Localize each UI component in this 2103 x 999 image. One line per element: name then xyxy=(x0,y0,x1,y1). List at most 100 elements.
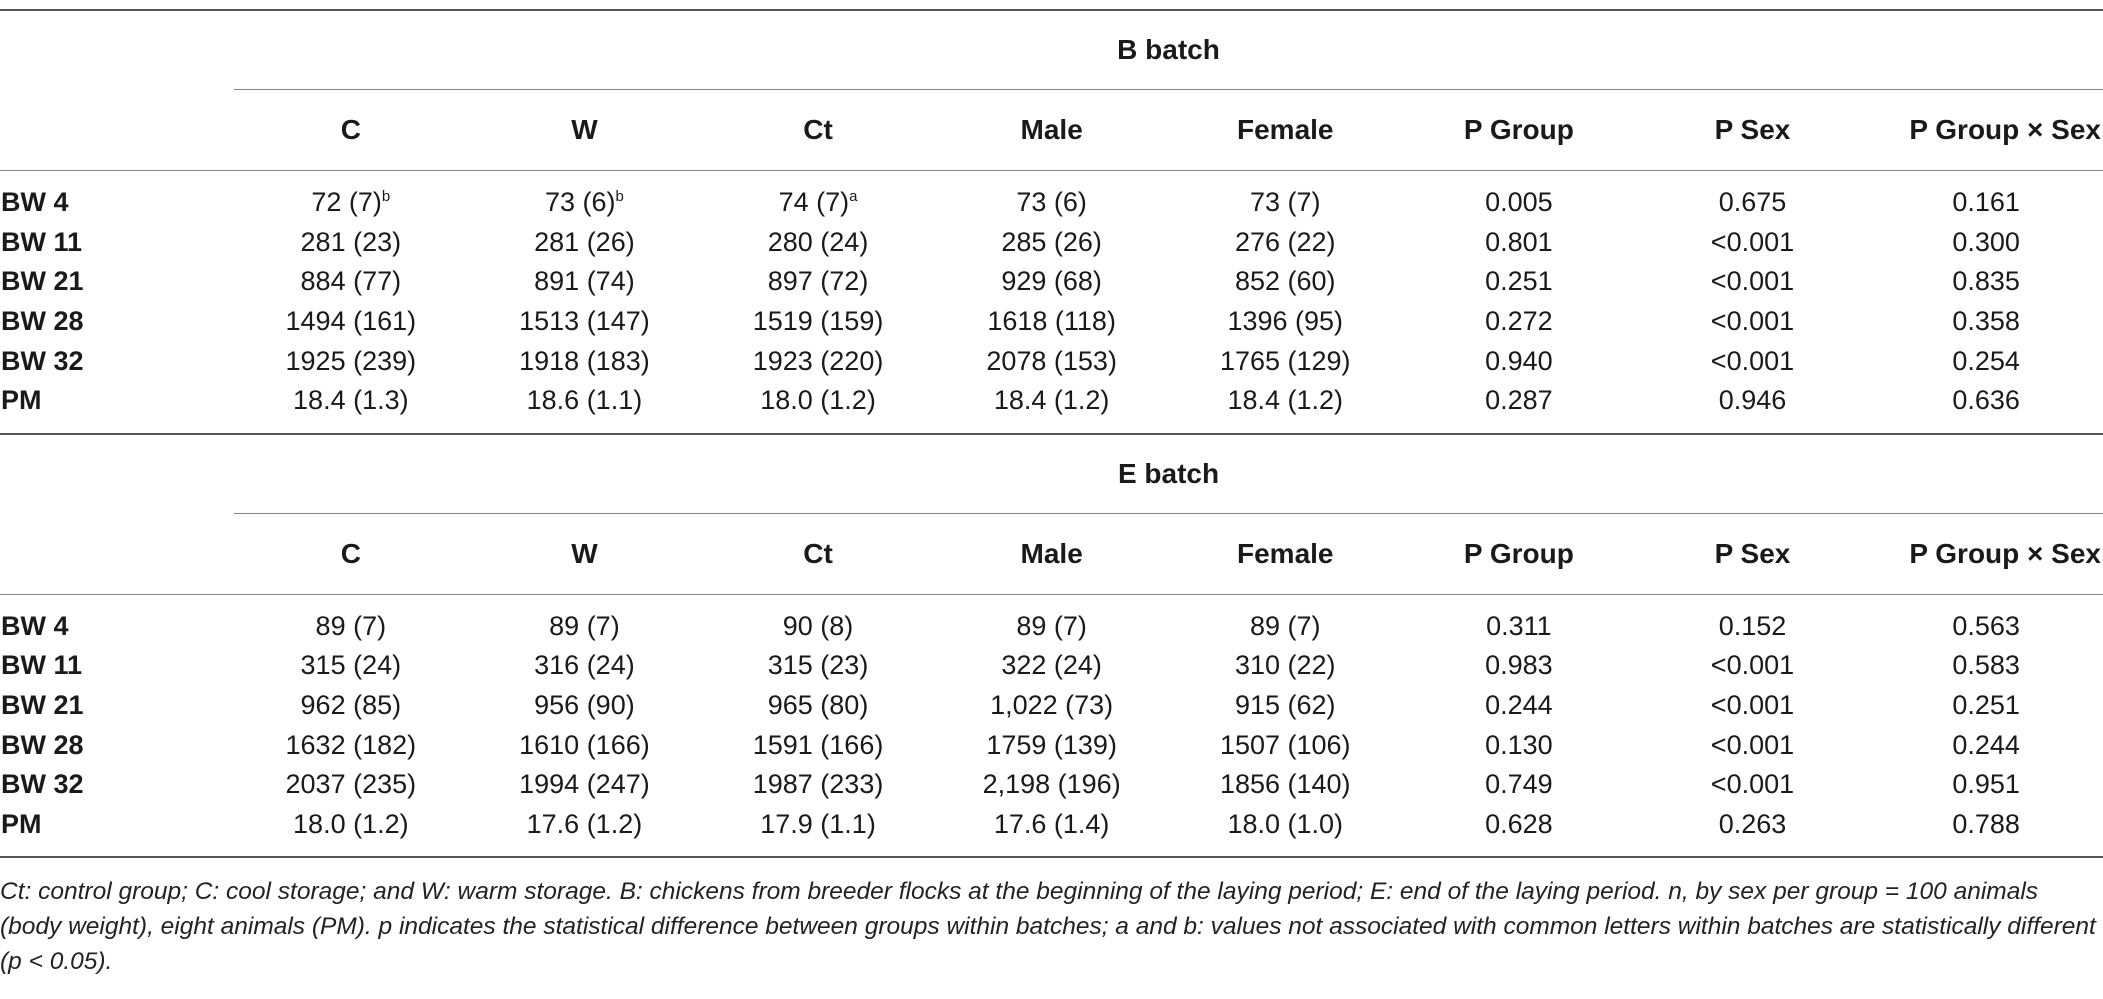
table-cell: <0.001 xyxy=(1636,262,1870,302)
table-cell: 0.675 xyxy=(1636,171,1870,223)
table-cell: 1632 (182) xyxy=(234,725,468,765)
table-cell: 962 (85) xyxy=(234,686,468,726)
table-cell: 89 (7) xyxy=(1168,594,1402,646)
cell-value: 891 (74) xyxy=(534,266,635,297)
row-label: PM xyxy=(1,385,42,416)
table-cell: 0.801 xyxy=(1402,223,1636,263)
col-header-female: Female xyxy=(1168,513,1403,595)
cell-value: 1,022 (73) xyxy=(990,690,1114,721)
cell-value: 0.563 xyxy=(1952,610,2020,641)
cell-value: 74 (7) xyxy=(778,187,850,218)
cell-value: 0.983 xyxy=(1485,650,1553,681)
cell-value: 0.583 xyxy=(1952,650,2020,681)
table-cell: 1,022 (73) xyxy=(935,686,1169,726)
cell-value: 915 (62) xyxy=(1234,690,1336,721)
table-cell: 0.251 xyxy=(1869,686,2103,726)
cell-value: 315 (23) xyxy=(767,650,869,681)
table-cell: 0.300 xyxy=(1869,223,2103,263)
table-cell: 0.005 xyxy=(1402,171,1636,223)
cell-value: 1856 (140) xyxy=(1219,769,1351,800)
table-cell: 18.4 (1.2) xyxy=(935,381,1169,434)
col-header-c: C xyxy=(234,513,468,595)
cell-value: <0.001 xyxy=(1710,306,1795,337)
cell-value: 1918 (183) xyxy=(519,345,650,376)
table-cell: 0.130 xyxy=(1402,725,1636,765)
cell-value: 90 (8) xyxy=(782,610,854,641)
table-cell: 929 (68) xyxy=(935,262,1169,302)
table-cell: 0.254 xyxy=(1869,341,2103,381)
cell-value: 0.272 xyxy=(1485,306,1553,337)
row-label: BW 11 xyxy=(1,650,83,681)
table-cell: 1610 (166) xyxy=(468,725,702,765)
table-cell: 0.940 xyxy=(1402,341,1636,381)
table-cell: 1618 (118) xyxy=(935,302,1169,342)
table-row: BW 28 1494 (161) 1513 (147) 1519 (159) 1618 … xyxy=(0,302,2103,342)
cell-value: 73 (6) xyxy=(544,187,616,218)
significance-letter: b xyxy=(615,188,624,206)
e-batch-header-row: C W Ct Male Female P Group P Sex P Group… xyxy=(0,513,2103,595)
table-cell: <0.001 xyxy=(1636,765,1870,805)
cell-value: 1513 (147) xyxy=(519,306,650,337)
cell-value: 0.005 xyxy=(1485,187,1553,218)
table-cell: 73 (6)b xyxy=(468,171,702,223)
cell-value: 72 (7) xyxy=(311,187,382,218)
cell-value: <0.001 xyxy=(1710,266,1795,297)
table-cell: <0.001 xyxy=(1636,686,1870,726)
table-cell: 72 (7)b xyxy=(234,171,468,223)
cell-value: 310 (22) xyxy=(1234,650,1336,681)
table-cell: 18.6 (1.1) xyxy=(468,381,702,434)
table-cell: 0.152 xyxy=(1636,594,1870,646)
cell-value: 18.4 (1.3) xyxy=(293,385,409,416)
table-row: BW 4 72 (7)b 73 (6)b 74 (7)a 73 (6) 73 (7) 0.0… xyxy=(0,171,2103,223)
table-cell: 2037 (235) xyxy=(234,765,468,805)
cell-value: 0.244 xyxy=(1485,690,1553,721)
cell-value: 1759 (139) xyxy=(986,729,1117,760)
cell-value: 17.9 (1.1) xyxy=(760,808,876,839)
cell-value: <0.001 xyxy=(1710,650,1795,681)
cell-value: 2078 (153) xyxy=(986,345,1117,376)
cell-value: 280 (24) xyxy=(767,226,869,257)
table-row: BW 11 281 (23) 281 (26) 280 (24) 285 (26) 276… xyxy=(0,223,2103,263)
col-header-p-group-sex: P Group × Sex xyxy=(1869,89,2103,171)
cell-value: 0.358 xyxy=(1952,306,2020,337)
cell-value: 897 (72) xyxy=(767,266,869,297)
table-row: BW 21 962 (85) 956 (90) 965 (80) 1,022 (73) 9… xyxy=(0,686,2103,726)
table-bottom-rule xyxy=(0,857,2103,860)
table-cell: 1591 (166) xyxy=(701,725,935,765)
table-cell: 852 (60) xyxy=(1168,262,1402,302)
table-cell: 1519 (159) xyxy=(701,302,935,342)
table-cell: 18.0 (1.2) xyxy=(701,381,935,434)
cell-value: 1591 (166) xyxy=(752,729,884,760)
col-header-w: W xyxy=(467,513,702,595)
row-label: BW 21 xyxy=(1,266,84,297)
table-cell: 1507 (106) xyxy=(1168,725,1402,765)
table-cell: 0.788 xyxy=(1869,805,2103,858)
col-header-p-sex: P Sex xyxy=(1635,513,1870,595)
cell-value: 18.4 (1.2) xyxy=(993,385,1110,416)
cell-value: 852 (60) xyxy=(1234,266,1336,297)
e-batch-title: E batch xyxy=(234,433,2103,514)
cell-value: 1994 (247) xyxy=(519,769,650,800)
table-cell: 0.636 xyxy=(1869,381,2103,434)
cell-value: 0.287 xyxy=(1485,385,1553,416)
cell-value: 322 (24) xyxy=(1001,650,1102,681)
table-cell: 281 (26) xyxy=(468,223,702,263)
table-cell: 315 (24) xyxy=(234,646,468,686)
col-header-w: W xyxy=(467,89,702,171)
e-batch-rows: BW 4 89 (7) 89 (7) 90 (8) 89 (7) 89 (7) 0.311 0… xyxy=(0,594,2103,857)
cell-value: 1925 (239) xyxy=(285,345,417,376)
table-cell: 1494 (161) xyxy=(234,302,468,342)
table-cell: 965 (80) xyxy=(701,686,935,726)
cell-value: 0.251 xyxy=(1485,266,1553,297)
cell-value: <0.001 xyxy=(1710,345,1795,376)
table-cell: 316 (24) xyxy=(468,646,702,686)
cell-value: 281 (26) xyxy=(534,226,635,257)
cell-value: 1494 (161) xyxy=(285,306,417,337)
table-cell: 1396 (95) xyxy=(1168,302,1402,342)
table-cell: 310 (22) xyxy=(1168,646,1402,686)
cell-value: 89 (7) xyxy=(549,610,620,641)
cell-value: <0.001 xyxy=(1710,226,1795,257)
table-cell: 956 (90) xyxy=(468,686,702,726)
table-row: BW 32 1925 (239) 1918 (183) 1923 (220) 2078 … xyxy=(0,341,2103,381)
cell-value: 285 (26) xyxy=(1001,226,1102,257)
